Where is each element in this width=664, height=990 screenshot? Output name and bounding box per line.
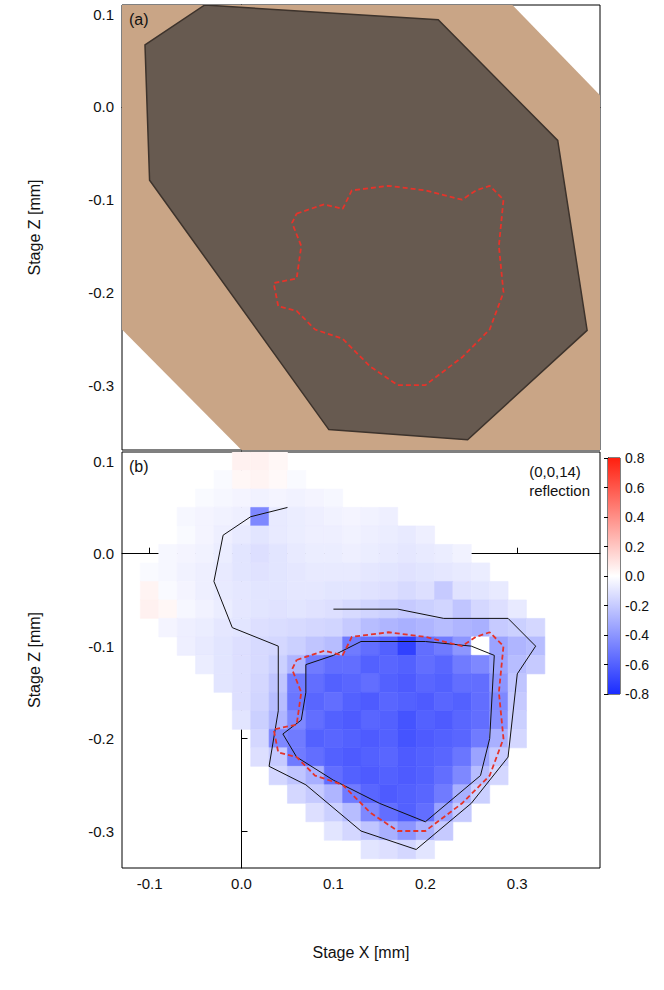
svg-text:-0.2: -0.2	[625, 598, 649, 614]
svg-text:0.1: 0.1	[93, 453, 114, 470]
svg-text:0.3: 0.3	[507, 875, 528, 892]
svg-text:-0.2: -0.2	[88, 730, 114, 747]
svg-text:-0.1: -0.1	[137, 875, 163, 892]
svg-text:(0,0,14): (0,0,14)	[529, 463, 581, 480]
svg-text:-0.3: -0.3	[88, 377, 114, 394]
svg-text:-0.4: -0.4	[625, 627, 649, 643]
svg-text:0.2: 0.2	[415, 875, 436, 892]
svg-text:0.0: 0.0	[93, 545, 114, 562]
svg-text:reflection: reflection	[529, 482, 590, 499]
svg-text:Stage Z [mm]: Stage Z [mm]	[26, 612, 43, 708]
svg-text:-0.8: -0.8	[625, 686, 649, 702]
svg-text:0.1: 0.1	[323, 875, 344, 892]
svg-text:-0.6: -0.6	[625, 657, 649, 673]
svg-text:-0.3: -0.3	[88, 823, 114, 840]
svg-text:0.0: 0.0	[625, 568, 645, 584]
svg-text:0.8: 0.8	[625, 450, 645, 466]
svg-text:-0.1: -0.1	[88, 638, 114, 655]
svg-text:-0.2: -0.2	[88, 284, 114, 301]
svg-text:(b): (b)	[129, 458, 149, 475]
svg-text:0.0: 0.0	[231, 875, 252, 892]
svg-text:0.6: 0.6	[625, 480, 645, 496]
svg-text:-0.1: -0.1	[88, 191, 114, 208]
svg-text:(a): (a)	[129, 11, 149, 28]
svg-text:0.0: 0.0	[93, 98, 114, 115]
svg-text:0.1: 0.1	[93, 6, 114, 23]
svg-text:Stage X [mm]: Stage X [mm]	[313, 944, 410, 961]
svg-text:Stage Z [mm]: Stage Z [mm]	[26, 179, 43, 275]
svg-text:0.2: 0.2	[625, 539, 645, 555]
svg-text:0.4: 0.4	[625, 509, 645, 525]
